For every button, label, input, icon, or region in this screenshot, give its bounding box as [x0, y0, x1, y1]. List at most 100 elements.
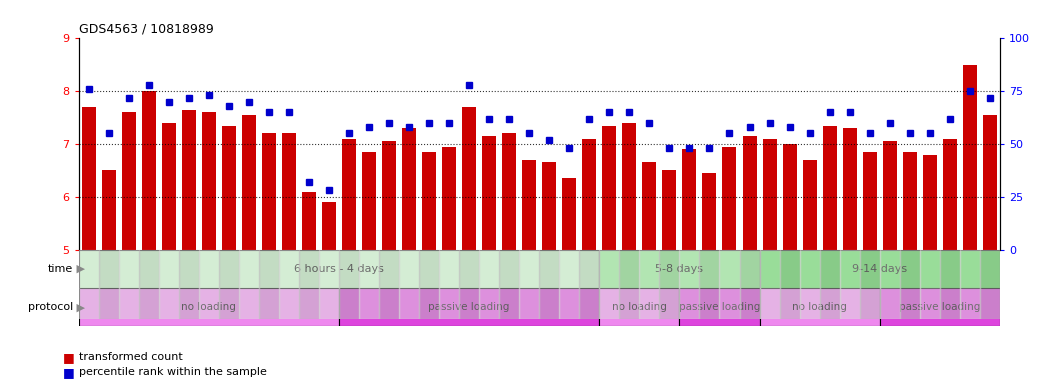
Text: 6 hours - 4 days: 6 hours - 4 days: [294, 264, 384, 274]
Bar: [660, 250, 680, 319]
Bar: [683, 149, 696, 384]
Bar: [539, 250, 559, 319]
Bar: [780, 250, 800, 319]
Bar: [579, 250, 599, 319]
Bar: [640, 250, 660, 319]
Bar: [362, 152, 376, 384]
Bar: [79, 250, 98, 319]
Text: no loading: no loading: [793, 302, 847, 312]
Bar: [339, 288, 599, 326]
Bar: [759, 250, 780, 319]
Bar: [722, 147, 736, 384]
Bar: [319, 250, 339, 319]
Text: percentile rank within the sample: percentile rank within the sample: [79, 367, 266, 377]
Bar: [622, 123, 637, 384]
Bar: [82, 107, 95, 384]
Bar: [803, 160, 817, 384]
Bar: [782, 144, 797, 384]
Bar: [960, 250, 980, 319]
Bar: [963, 65, 977, 384]
Bar: [199, 250, 219, 319]
Text: ▶: ▶: [73, 264, 85, 274]
Bar: [79, 288, 339, 326]
Bar: [298, 250, 319, 319]
Bar: [442, 147, 456, 384]
Bar: [940, 250, 960, 319]
Bar: [302, 192, 316, 384]
Bar: [179, 250, 199, 319]
Bar: [402, 128, 416, 384]
Bar: [480, 250, 499, 319]
Bar: [680, 288, 759, 326]
Bar: [599, 250, 620, 319]
Bar: [399, 250, 419, 319]
Bar: [703, 173, 716, 384]
Text: 5-8 days: 5-8 days: [655, 264, 704, 274]
Bar: [942, 139, 957, 384]
Bar: [879, 250, 899, 319]
Bar: [542, 162, 556, 384]
Bar: [79, 250, 599, 288]
Bar: [182, 110, 196, 384]
Bar: [239, 250, 259, 319]
Bar: [562, 178, 576, 384]
Bar: [359, 250, 379, 319]
Text: passive loading: passive loading: [678, 302, 760, 312]
Bar: [922, 155, 937, 384]
Text: transformed count: transformed count: [79, 352, 182, 362]
Bar: [762, 139, 777, 384]
Bar: [879, 288, 1000, 326]
Text: 9-14 days: 9-14 days: [852, 264, 908, 274]
Text: GDS4563 / 10818989: GDS4563 / 10818989: [79, 23, 214, 36]
Bar: [102, 170, 115, 384]
Bar: [321, 202, 336, 384]
Bar: [919, 250, 940, 319]
Bar: [522, 160, 536, 384]
Bar: [983, 115, 997, 384]
Bar: [262, 134, 275, 384]
Bar: [759, 288, 879, 326]
Bar: [161, 123, 176, 384]
Bar: [459, 250, 480, 319]
Bar: [883, 141, 896, 384]
Bar: [141, 91, 156, 384]
Bar: [620, 250, 640, 319]
Bar: [843, 128, 856, 384]
Bar: [382, 141, 396, 384]
Text: no loading: no loading: [611, 302, 667, 312]
Bar: [439, 250, 459, 319]
Text: ■: ■: [63, 351, 74, 364]
Text: time: time: [48, 264, 73, 274]
Bar: [680, 250, 699, 319]
Bar: [499, 250, 519, 319]
Bar: [242, 115, 255, 384]
Bar: [599, 288, 680, 326]
Bar: [643, 162, 656, 384]
Bar: [519, 250, 539, 319]
Bar: [699, 250, 719, 319]
Bar: [559, 250, 579, 319]
Bar: [222, 126, 236, 384]
Bar: [342, 139, 356, 384]
Bar: [339, 250, 359, 319]
Text: passive loading: passive loading: [899, 302, 980, 312]
Bar: [482, 136, 496, 384]
Bar: [860, 250, 879, 319]
Bar: [138, 250, 159, 319]
Text: ■: ■: [63, 366, 74, 379]
Bar: [599, 250, 759, 288]
Bar: [899, 250, 919, 319]
Bar: [980, 250, 1000, 319]
Bar: [903, 152, 917, 384]
Bar: [419, 250, 439, 319]
Bar: [219, 250, 239, 319]
Text: no loading: no loading: [181, 302, 237, 312]
Bar: [121, 113, 136, 384]
Bar: [739, 250, 759, 319]
Text: ▶: ▶: [73, 302, 85, 312]
Bar: [602, 126, 617, 384]
Bar: [742, 136, 757, 384]
Bar: [823, 126, 837, 384]
Bar: [719, 250, 739, 319]
Bar: [820, 250, 840, 319]
